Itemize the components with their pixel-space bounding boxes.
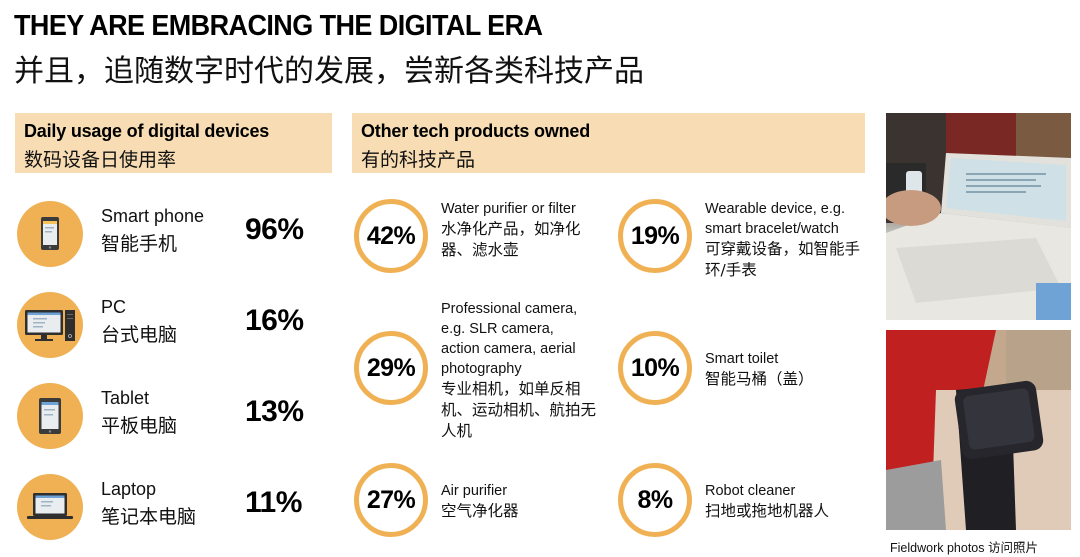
product-percent: 8% xyxy=(637,485,674,514)
smartphone-icon xyxy=(17,201,83,267)
percent-ring: 42% xyxy=(354,199,428,273)
product-label-en: Air purifier xyxy=(441,483,508,499)
device-percent: 11% xyxy=(245,486,302,519)
product-label-en: Robot cleaner xyxy=(705,483,796,499)
device-percent: 16% xyxy=(245,304,304,337)
photo-caption: Fieldwork photos 访问照片 xyxy=(890,537,1038,556)
laptop-photo xyxy=(886,113,1071,320)
product-label-en: Wearable device, e.g. smart bracelet/wat… xyxy=(705,201,845,237)
title-chinese: 并且，追随数字时代的发展，尝新各类科技产品 xyxy=(14,54,644,89)
device-label-en: Laptop xyxy=(101,479,157,499)
other-products-header: Other tech products owned 有的科技产品 xyxy=(352,113,865,173)
percent-ring: 10% xyxy=(618,331,692,405)
percent-ring: 29% xyxy=(354,331,428,405)
device-percent: 96% xyxy=(245,213,304,246)
device-label-en: Smart phone xyxy=(101,206,205,226)
percent-ring: 19% xyxy=(618,199,692,273)
product-percent: 42% xyxy=(366,221,416,250)
product-label-en: Smart toilet xyxy=(705,351,779,367)
product-percent: 19% xyxy=(630,221,680,250)
product-label-zh: 专业相机，如单反相机、运动相机、航拍无人机 xyxy=(441,380,597,440)
device-label-zh: 台式电脑 xyxy=(101,324,178,346)
other-products-header-en: Other tech products owned xyxy=(361,121,591,141)
title-english: THEY ARE EMBRACING THE DIGITAL ERA xyxy=(14,10,543,42)
product-label-zh: 空气净化器 xyxy=(441,502,519,520)
percent-ring: 27% xyxy=(354,463,428,537)
daily-usage-header-en: Daily usage of digital devices xyxy=(24,121,270,141)
other-products-header-zh: 有的科技产品 xyxy=(361,149,476,171)
device-label-en: Tablet xyxy=(101,388,150,408)
product-label-en: Professional camera, e.g. SLR camera, ac… xyxy=(441,301,578,377)
device-percent: 13% xyxy=(245,395,304,428)
laptop-icon xyxy=(17,474,83,540)
photo-caption-en: Fieldwork photos xyxy=(890,541,985,555)
photo-caption-zh: 访问照片 xyxy=(987,540,1038,555)
product-label-en: Water purifier or filter xyxy=(441,201,576,217)
daily-usage-header: Daily usage of digital devices 数码设备日使用率 xyxy=(15,113,332,173)
daily-usage-header-zh: 数码设备日使用率 xyxy=(24,149,177,171)
device-row-smartphone: Smart phone 智能手机 96% xyxy=(15,201,335,271)
device-label-en: PC xyxy=(101,297,127,317)
product-percent: 29% xyxy=(366,353,416,382)
product-label-zh: 智能马桶（盖） xyxy=(705,370,814,388)
device-label-zh: 智能手机 xyxy=(101,233,178,255)
device-row-pc: PC 台式电脑 16% xyxy=(15,292,335,362)
desktop-pc-icon xyxy=(17,292,83,358)
device-label-zh: 平板电脑 xyxy=(101,415,178,437)
device-row-tablet: Tablet 平板电脑 13% xyxy=(15,383,335,453)
product-label-zh: 扫地或拖地机器人 xyxy=(705,502,830,520)
percent-ring: 8% xyxy=(618,463,692,537)
tablet-icon xyxy=(17,383,83,449)
device-label-zh: 笔记本电脑 xyxy=(101,506,197,528)
product-label-zh: 水净化产品，如净化器、滤水壶 xyxy=(441,220,581,259)
device-row-laptop: Laptop 笔记本电脑 11% xyxy=(15,474,335,544)
product-percent: 10% xyxy=(630,353,680,382)
product-label-zh: 可穿戴设备，如智能手环/手表 xyxy=(705,240,861,279)
product-percent: 27% xyxy=(366,485,416,514)
smartwatch-photo xyxy=(886,330,1071,530)
